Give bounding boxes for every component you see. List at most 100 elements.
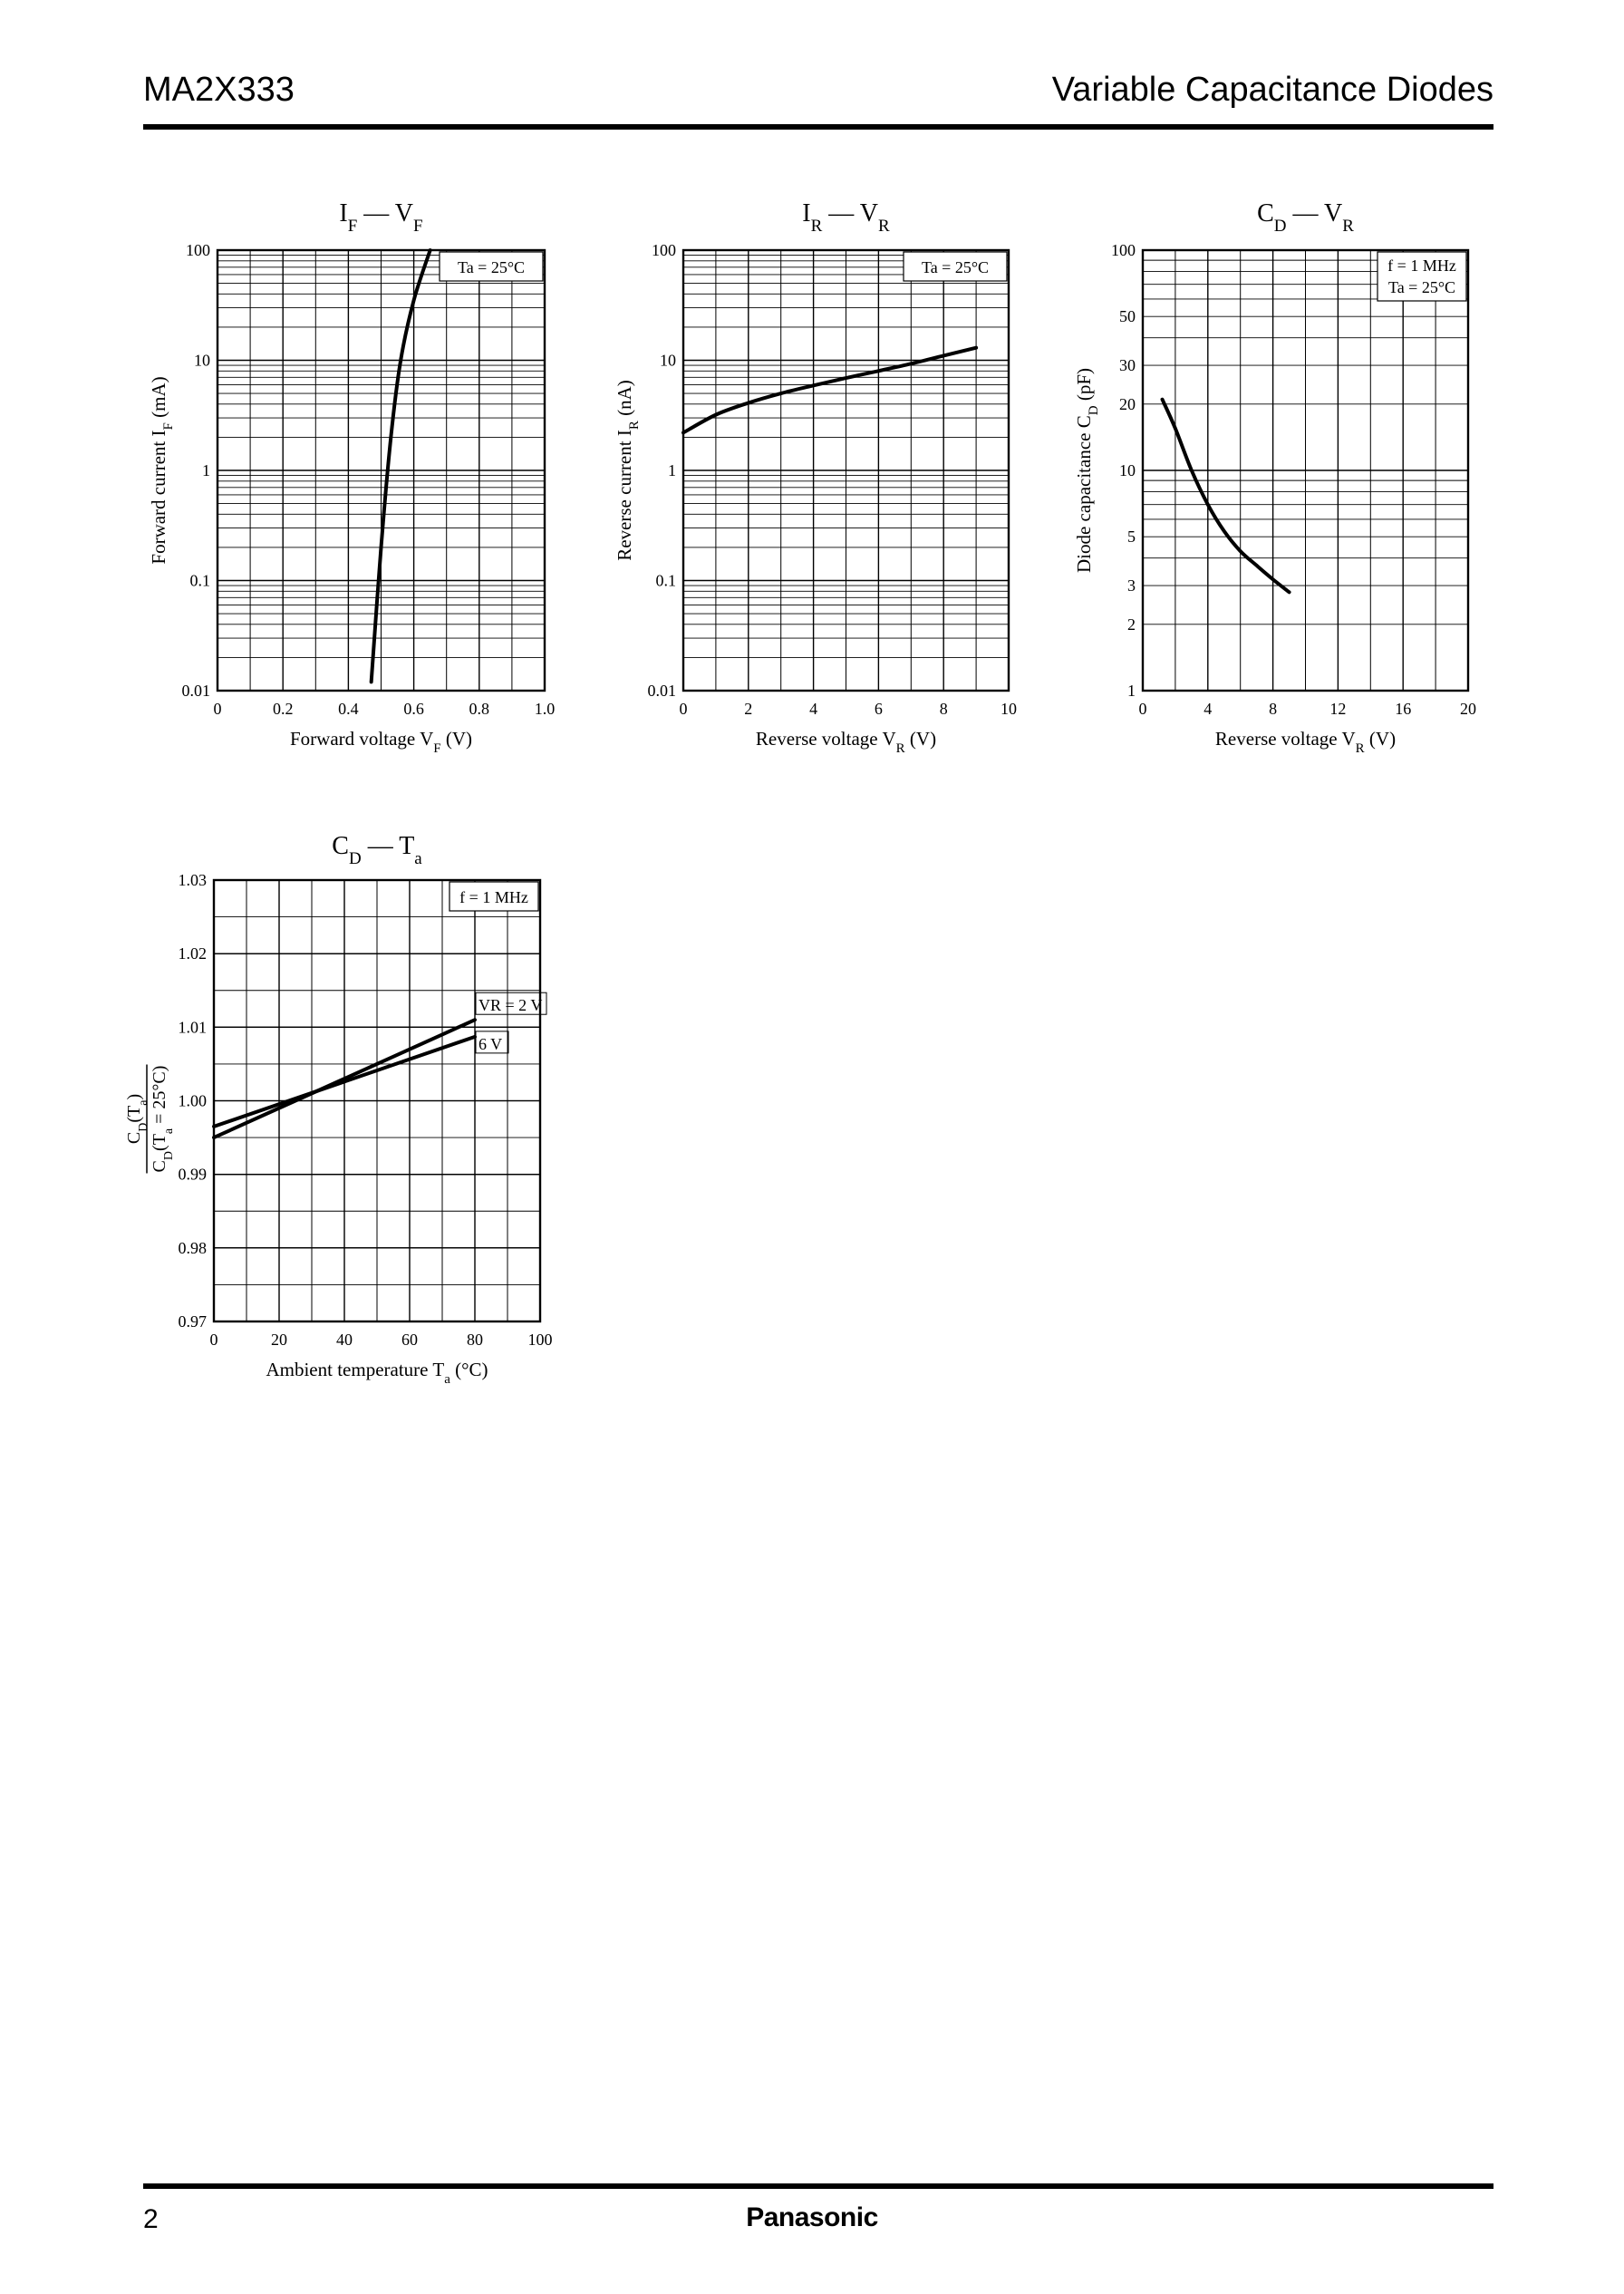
x-tick-label: 4 — [1204, 700, 1212, 718]
x-tick-label: 0 — [680, 700, 688, 718]
series-label-box — [475, 1031, 509, 1054]
x-tick-label: 0.6 — [403, 700, 424, 718]
y-tick-label: 1.03 — [179, 871, 208, 889]
x-tick-label: 12 — [1329, 700, 1346, 718]
annotation-text: f = 1 MHz — [459, 888, 528, 906]
annotation-text: Ta = 25°C — [458, 258, 525, 276]
annotation-box — [1377, 251, 1467, 302]
y-axis-label-numerator: CD(Ta) — [124, 1094, 150, 1144]
grid — [683, 250, 1009, 691]
y-tick-label: 0.01 — [648, 682, 677, 700]
y-tick-label: 10 — [660, 352, 676, 370]
x-tick-label: 100 — [528, 1331, 553, 1349]
x-tick-label: 6 — [875, 700, 883, 718]
brand-logo: Panasonic — [746, 2202, 878, 2232]
series-label-box — [475, 992, 547, 1015]
series-line — [369, 248, 432, 684]
y-axis-label: Forward current IF (mA) — [148, 376, 176, 564]
y-tick-label: 10 — [194, 352, 210, 370]
x-tick-label: 16 — [1395, 700, 1411, 718]
footer-rule — [143, 2183, 1494, 2189]
y-tick-label: 100 — [186, 241, 210, 259]
x-tick-label: 2 — [744, 700, 752, 718]
y-tick-label: 30 — [1119, 356, 1136, 374]
grid — [218, 250, 545, 691]
annotation-box — [439, 251, 544, 282]
x-tick-label: 0.2 — [273, 700, 294, 718]
document-category: Variable Capacitance Diodes — [1051, 71, 1494, 109]
y-tick-label: 100 — [652, 241, 676, 259]
x-tick-label: 8 — [940, 700, 948, 718]
series-line — [1160, 397, 1291, 595]
annotation-box — [449, 881, 539, 912]
chart-title: CD — Ta — [332, 832, 422, 868]
chart-title: IF — VF — [339, 199, 422, 236]
x-tick-label: 40 — [336, 1331, 353, 1349]
y-tick-label: 2 — [1127, 615, 1136, 634]
annotation-text: Ta = 25°C — [922, 258, 989, 276]
chart-title: CD — VR — [1257, 199, 1354, 236]
x-tick-label: 8 — [1269, 700, 1277, 718]
y-tick-label: 0.1 — [656, 572, 677, 590]
series-line — [212, 1018, 477, 1140]
y-tick-label: 1 — [668, 461, 676, 479]
x-axis-label: Ambient temperature Ta (°C) — [266, 1359, 488, 1387]
plot-frame — [682, 248, 1010, 692]
y-tick-label: 1.01 — [179, 1018, 208, 1036]
chart-if_vf: 0 0.2 0.4 0.6 0.8 1.0 0.01 0.1 1 10 100 IF — VF Forw… — [148, 199, 555, 756]
y-tick-label: 1.00 — [179, 1092, 208, 1110]
x-axis-label: Reverse voltage VR (V) — [1215, 728, 1396, 756]
x-tick-label: 20 — [1460, 700, 1476, 718]
part-number: MA2X333 — [143, 71, 295, 109]
series-label: VR = 2 V — [478, 996, 542, 1014]
series-line — [682, 345, 979, 435]
x-tick-label: 0.4 — [338, 700, 359, 718]
chart-title: IR — VR — [802, 199, 890, 236]
y-axis-label: Diode capacitance CD (pF) — [1073, 368, 1101, 573]
y-tick-label: 1 — [1127, 682, 1136, 700]
series-line — [212, 1034, 477, 1128]
x-tick-label: 0 — [210, 1331, 218, 1349]
x-axis-label: Forward voltage VF (V) — [290, 728, 472, 756]
y-tick-label: 5 — [1127, 528, 1136, 546]
y-tick-label: 0.98 — [179, 1239, 208, 1257]
y-tick-label: 10 — [1119, 461, 1136, 479]
x-axis-label: Reverse voltage VR (V) — [756, 728, 936, 756]
y-axis-label: Reverse current IR (nA) — [614, 380, 642, 561]
y-tick-label: 50 — [1119, 307, 1136, 325]
annotation-text: f = 1 MHz — [1387, 257, 1456, 275]
annotation-text: Ta = 25°C — [1388, 278, 1455, 296]
grid — [214, 880, 540, 1321]
y-axis-label-denominator: CD(Ta = 25°C) — [150, 1066, 176, 1173]
chart-ir_vr: 0 2 4 6 8 10 0.01 0.1 1 10 100 IR — VR Reverse volta… — [614, 199, 1017, 756]
x-tick-label: 0.8 — [469, 700, 490, 718]
series-label: 6 V — [478, 1035, 502, 1053]
x-tick-label: 80 — [467, 1331, 483, 1349]
y-tick-label: 0.1 — [190, 572, 211, 590]
y-tick-label: 20 — [1119, 395, 1136, 413]
x-tick-label: 60 — [401, 1331, 418, 1349]
header-rule — [143, 124, 1494, 130]
page-number: 2 — [143, 2204, 159, 2234]
y-tick-label: 3 — [1127, 576, 1136, 595]
x-tick-label: 20 — [271, 1331, 287, 1349]
x-tick-label: 0 — [214, 700, 222, 718]
x-tick-label: 0 — [1139, 700, 1147, 718]
y-tick-label: 1.02 — [179, 944, 208, 963]
y-tick-label: 100 — [1111, 241, 1136, 259]
plot-frame — [1141, 248, 1470, 692]
chart-cd_ta: 0 20 40 60 80 100 0.97 0.98 0.99 1.00 1.01 1.02 1.03… — [124, 832, 553, 1387]
annotation-box — [903, 251, 1008, 282]
x-tick-label: 1.0 — [535, 700, 556, 718]
plot-frame — [212, 878, 542, 1323]
y-tick-label: 0.01 — [182, 682, 211, 700]
y-tick-label: 0.97 — [179, 1312, 208, 1331]
y-axis-label: CD(Ta)CD(Ta = 25°C) — [124, 1064, 176, 1174]
y-tick-label: 0.99 — [179, 1166, 208, 1184]
y-tick-label: 1 — [202, 461, 210, 479]
x-tick-label: 10 — [1000, 700, 1017, 718]
x-tick-label: 4 — [809, 700, 817, 718]
plot-frame — [216, 248, 546, 692]
